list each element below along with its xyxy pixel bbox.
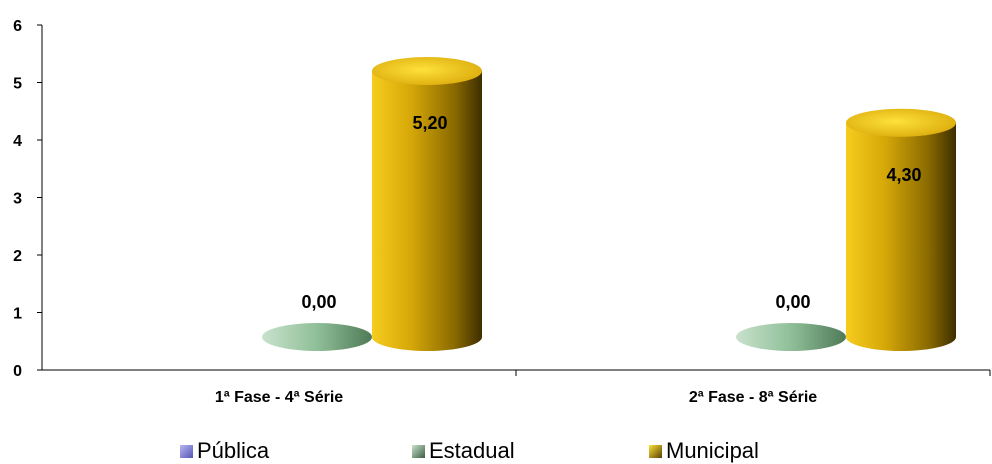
legend-item-municipal: Municipal <box>649 438 759 464</box>
y-tick-label: 1 <box>13 306 22 323</box>
data-label: 0,00 <box>775 292 810 312</box>
y-tick-label: 3 <box>13 191 22 208</box>
x-category-label: 1ª Fase - 4ª Série <box>215 389 343 406</box>
data-label: 4,30 <box>886 165 921 185</box>
x-categories: 1ª Fase - 4ª Série 2ª Fase - 8ª Série <box>215 370 991 406</box>
legend-item-publica: Pública <box>180 438 269 464</box>
x-category-label: 2ª Fase - 8ª Série <box>689 389 817 406</box>
bar-municipal <box>846 122 956 351</box>
legend-swatch-estadual <box>412 444 425 458</box>
y-tick-label: 4 <box>13 133 22 150</box>
legend-label-publica: Pública <box>197 438 270 463</box>
y-ticks: 0 1 2 3 4 5 6 <box>13 18 42 380</box>
bar-top-municipal <box>372 57 482 85</box>
bars <box>262 57 956 351</box>
data-label: 5,20 <box>412 113 447 133</box>
legend-swatch-municipal <box>649 444 662 458</box>
bar-estadual <box>736 323 846 351</box>
y-tick-label: 0 <box>13 363 22 380</box>
bar-municipal <box>372 71 482 351</box>
bar-top-municipal <box>846 108 956 137</box>
legend-label-municipal: Municipal <box>666 438 759 463</box>
legend-swatch-publica <box>180 444 193 458</box>
bar-estadual <box>262 323 372 351</box>
legend-item-estadual: Estadual <box>412 438 515 464</box>
y-tick-label: 5 <box>13 76 22 93</box>
data-labels: 0,00 5,20 0,00 4,30 <box>301 113 921 312</box>
legend-label-estadual: Estadual <box>429 438 515 463</box>
legend: Pública Estadual Municipal <box>0 438 992 464</box>
data-label: 0,00 <box>301 292 336 312</box>
y-tick-label: 6 <box>13 18 22 35</box>
y-tick-label: 2 <box>13 248 22 265</box>
